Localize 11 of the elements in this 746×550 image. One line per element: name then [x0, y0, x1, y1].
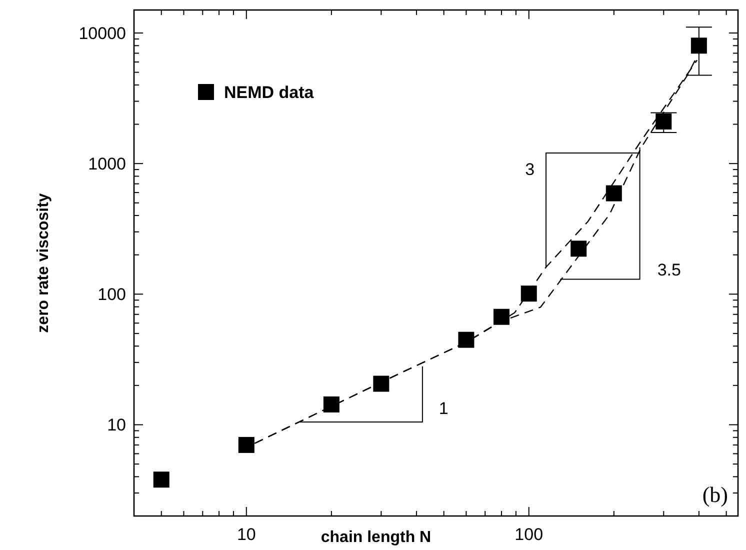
annotation: (b) — [702, 482, 728, 507]
annotation: 1 — [438, 398, 448, 418]
x-axis-title: chain length N — [320, 529, 432, 546]
y-tick-label: 1000 — [88, 154, 126, 174]
legend-label: NEMD data — [224, 83, 314, 102]
y-tick-label: 100 — [98, 285, 126, 304]
y-tick-label: 10000 — [78, 24, 126, 43]
y-tick-label: 10 — [107, 416, 126, 435]
annotation: 3.5 — [657, 260, 681, 280]
annotation: 3 — [525, 160, 535, 179]
y-axis-title: zero rate viscosity — [35, 193, 52, 333]
